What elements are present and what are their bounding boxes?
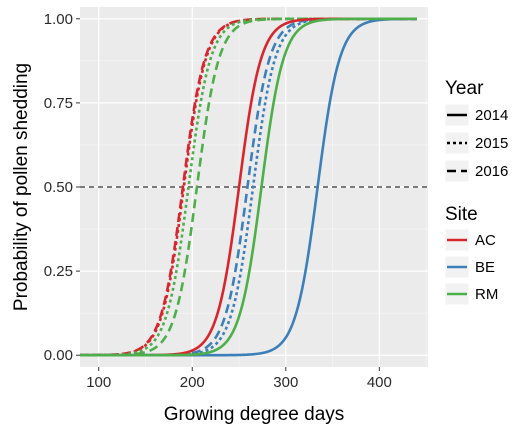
legend-key-box: [444, 159, 470, 183]
y-tick-label: 0.50: [44, 179, 73, 196]
legend-label-ac: AC: [475, 232, 496, 249]
y-tick-label: 0.00: [44, 347, 73, 364]
y-tick-label: 0.75: [44, 95, 73, 112]
legend-year-title: Year: [445, 78, 484, 99]
x-tick-label: 100: [86, 374, 111, 391]
x-tick-label: 300: [273, 374, 298, 391]
y-tick-label: 1.00: [44, 11, 73, 28]
legend-label-be: BE: [475, 259, 495, 276]
series-line-rm-2015: [79, 17, 418, 357]
legend-site-title: Site: [445, 204, 478, 225]
y-axis-title: Probability of pollen shedding: [11, 63, 32, 311]
series-line-rm-2014: [79, 17, 418, 357]
series-lines: [79, 17, 418, 357]
legend-key-box: [444, 131, 470, 155]
legend: Year 2014 2015 2016 Site AC BE RM: [444, 78, 508, 306]
x-axis-title: Growing degree days: [164, 404, 345, 425]
legend-label-2015: 2015: [475, 135, 508, 152]
x-tick-label: 200: [180, 374, 205, 391]
x-tick-label: 400: [367, 374, 392, 391]
legend-label-2014: 2014: [475, 107, 508, 124]
axes: 100 200 300 400 0.00 0.25 0.50 0.75 1.00: [44, 11, 392, 391]
legend-label-2016: 2016: [475, 163, 508, 180]
series-line-ac-2015: [79, 17, 418, 357]
y-tick-label: 0.25: [44, 263, 73, 280]
legend-label-rm: RM: [475, 286, 498, 303]
